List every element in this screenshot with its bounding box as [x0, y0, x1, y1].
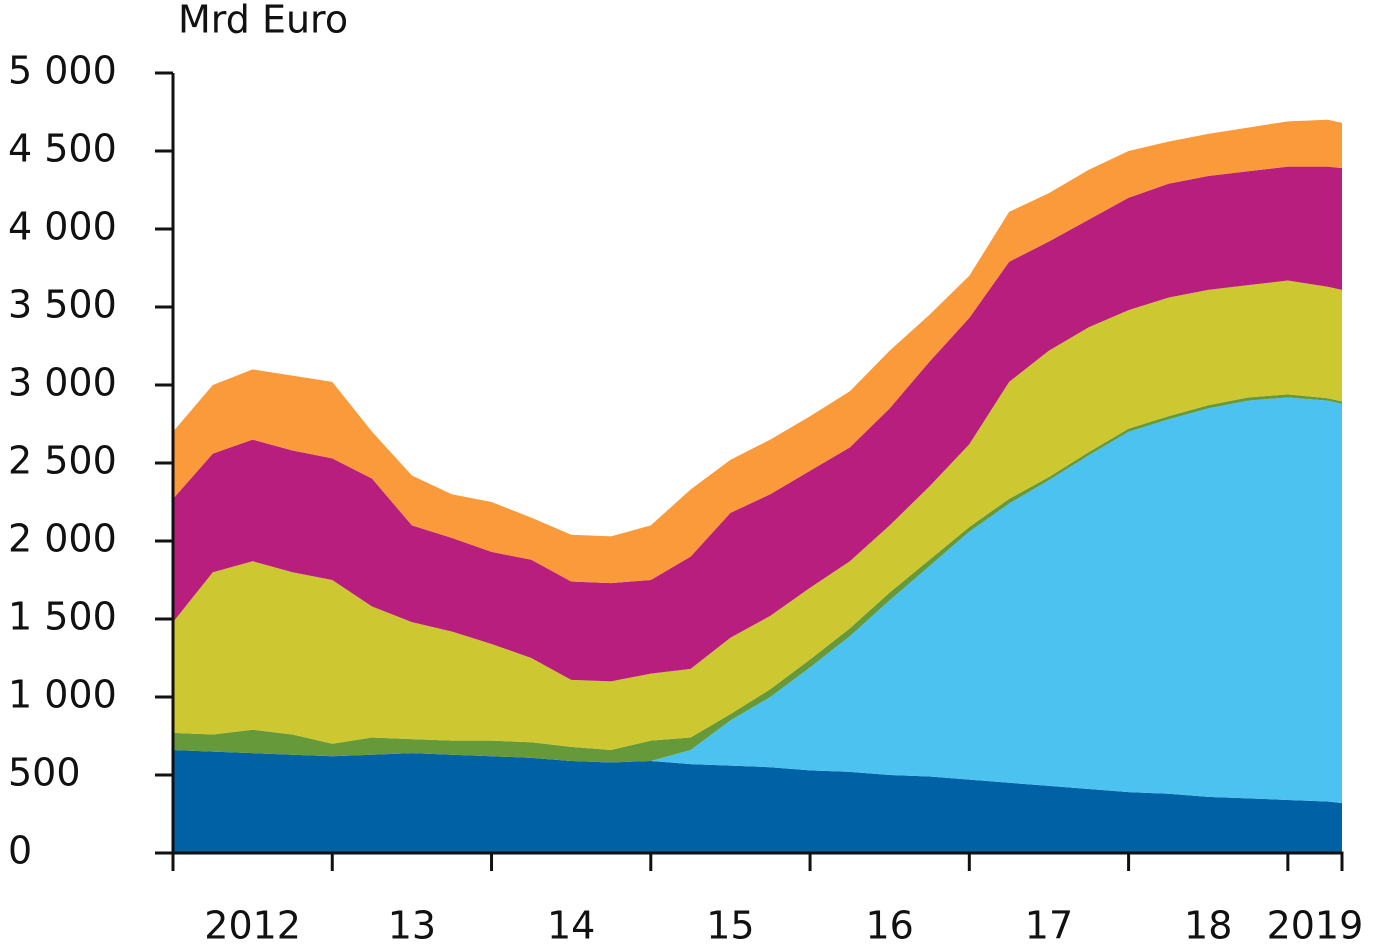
areas — [173, 119, 1342, 853]
x-tick-label: 16 — [866, 904, 914, 947]
y-tick-label: 4 500 — [8, 127, 117, 171]
area — [173, 280, 1342, 751]
y-tick-label: 5 000 — [8, 49, 117, 93]
y-tick-label: 1 000 — [8, 673, 117, 717]
x-tick-label: 14 — [547, 904, 595, 947]
y-axis-label: Mrd Euro — [178, 0, 348, 42]
y-tick-label: 0 — [8, 829, 32, 873]
y-tick-label: 2 000 — [8, 517, 117, 561]
x-tick-label: 2019 — [1267, 904, 1364, 947]
x-tick-label: 17 — [1025, 904, 1073, 947]
y-tick-label: 3 500 — [8, 283, 117, 327]
y-tick-label: 2 500 — [8, 439, 117, 483]
x-tick-label: 15 — [706, 904, 754, 947]
x-tick-label: 18 — [1184, 904, 1232, 947]
y-tick-label: 1 500 — [8, 595, 117, 639]
axes: 0 500 1 000 1 500 2 000 2 500 3 000 3 500 4 000 4… — [8, 49, 1363, 947]
x-tick-label: 2012 — [204, 904, 301, 947]
area — [173, 166, 1342, 682]
area — [173, 397, 1342, 804]
y-tick-label: 4 000 — [8, 205, 117, 249]
y-tick-label: 3 000 — [8, 361, 117, 405]
area — [173, 750, 1342, 853]
area — [173, 119, 1342, 584]
y-tick-label: 500 — [8, 751, 81, 795]
x-tick-label: 13 — [388, 904, 436, 947]
